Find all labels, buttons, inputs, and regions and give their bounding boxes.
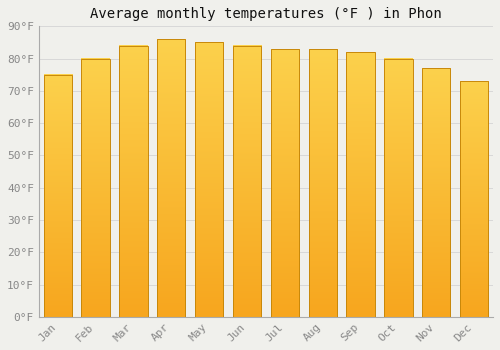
Bar bbox=[233, 46, 261, 317]
Bar bbox=[346, 52, 375, 317]
Title: Average monthly temperatures (°F ) in Phon: Average monthly temperatures (°F ) in Ph… bbox=[90, 7, 442, 21]
Bar bbox=[195, 42, 224, 317]
Bar bbox=[270, 49, 299, 317]
Bar bbox=[119, 46, 148, 317]
Bar bbox=[460, 81, 488, 317]
Bar bbox=[384, 58, 412, 317]
Bar bbox=[308, 49, 337, 317]
Bar bbox=[157, 39, 186, 317]
Bar bbox=[44, 75, 72, 317]
Bar bbox=[422, 68, 450, 317]
Bar bbox=[82, 58, 110, 317]
